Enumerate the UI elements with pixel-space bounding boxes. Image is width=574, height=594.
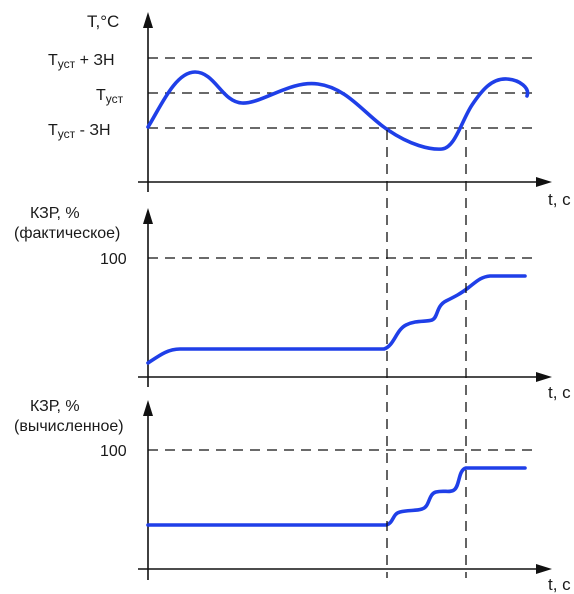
- computed-100-label: 100: [100, 443, 127, 460]
- computed-x-label: t, c: [548, 575, 571, 594]
- temperature-x-arrow: [536, 177, 552, 187]
- computed-curve: [146, 466, 527, 527]
- actual-x-label: t, c: [548, 383, 571, 402]
- upper-limit-label: Tуст + ЗН: [48, 52, 115, 71]
- computed-x-arrow: [536, 564, 552, 574]
- temperature-x-label: t, c: [548, 190, 571, 209]
- actual-100-label: 100: [100, 251, 127, 268]
- lower-limit-label: Tуст - ЗН: [48, 122, 111, 141]
- temperature-y-arrow: [143, 12, 153, 28]
- computed-y-arrow: [143, 400, 153, 416]
- actual-y-arrow: [143, 208, 153, 224]
- actual-curve: [146, 274, 527, 365]
- temperature-panel: T,°C Tуст + ЗН Tуст Tуст - ЗН t, c: [48, 12, 571, 209]
- computed-y-label-2: (вычисленное): [14, 418, 124, 435]
- actual-y-label-1: КЗР, %: [30, 205, 80, 222]
- actual-y-label-2: (фактическое): [14, 225, 120, 242]
- temperature-y-label: T,°C: [87, 12, 119, 31]
- temperature-curve: [146, 70, 530, 151]
- actual-x-arrow: [536, 372, 552, 382]
- computed-panel: 100 КЗР, % (вычисленное) t, c: [14, 398, 571, 594]
- setpoint-label: Tуст: [96, 87, 124, 106]
- actual-panel: 100 КЗР, % (фактическое) t, c: [14, 205, 571, 402]
- computed-y-label-1: КЗР, %: [30, 398, 80, 415]
